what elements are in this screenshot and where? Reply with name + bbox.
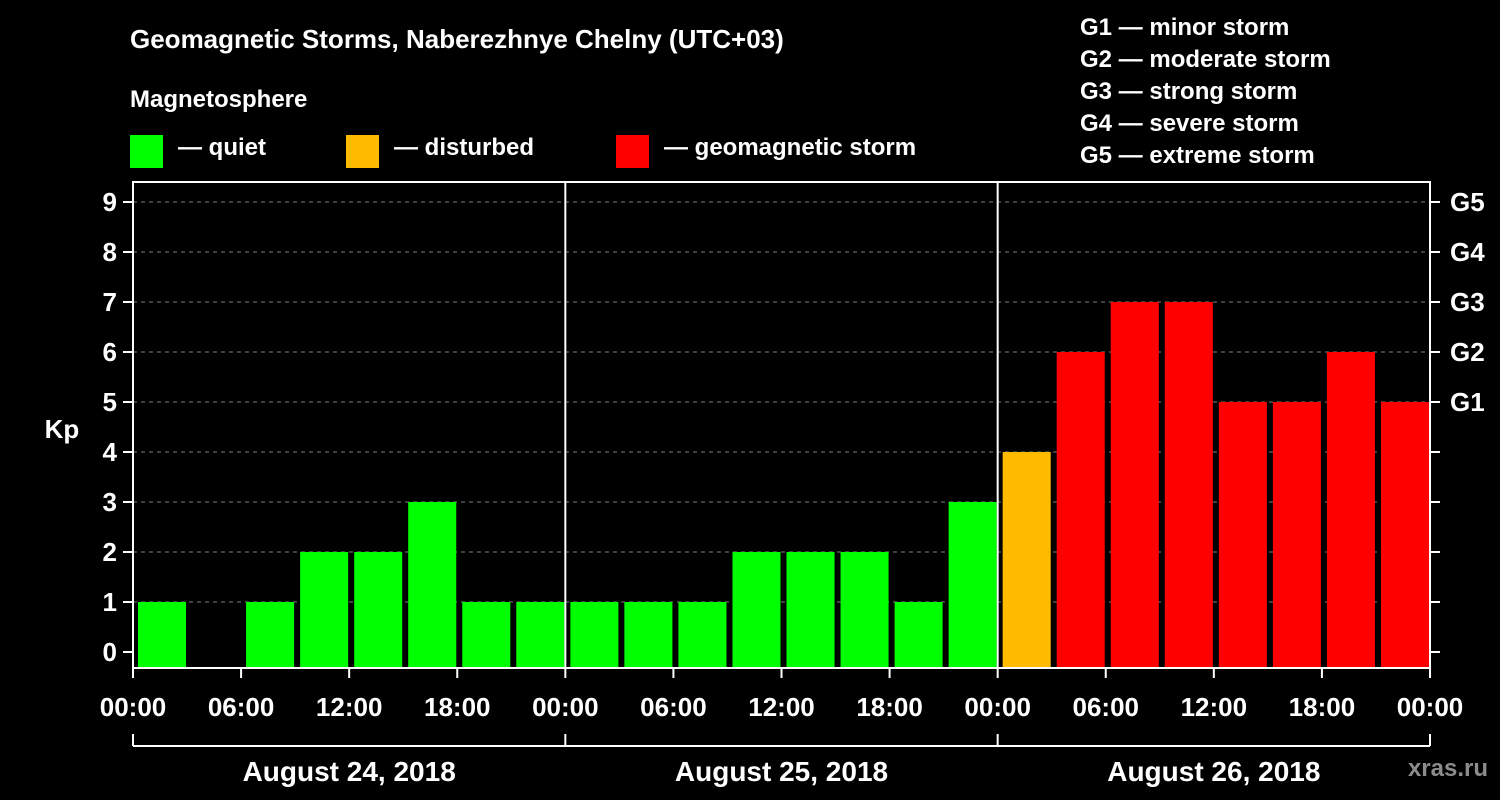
bar-9 — [624, 602, 673, 668]
x-tick-label-2: 12:00 — [316, 692, 383, 722]
x-tick-label-3: 18:00 — [424, 692, 491, 722]
bar-3 — [300, 552, 349, 668]
legend-label-quiet: — quiet — [178, 134, 266, 161]
bar-5 — [408, 502, 457, 668]
x-tick-label-12: 00:00 — [1397, 692, 1464, 722]
legend-swatch-disturbed — [346, 135, 379, 168]
storm-scale-g5: G5 — extreme storm — [1080, 142, 1315, 169]
storm-scale-g3: G3 — strong storm — [1080, 78, 1298, 105]
x-tick-label-11: 18:00 — [1289, 692, 1356, 722]
day-label-0: August 24, 2018 — [243, 756, 456, 787]
site-watermark: xras.ru — [1407, 755, 1488, 782]
right-tick-label-G3: G3 — [1450, 287, 1485, 317]
y-tick-label-5: 5 — [103, 387, 117, 417]
legend-label-disturbed: — disturbed — [394, 134, 535, 161]
bar-4 — [354, 552, 403, 668]
bar-22 — [1326, 352, 1375, 668]
legend-heading: Magnetosphere — [130, 86, 308, 113]
x-tick-label-8: 00:00 — [964, 692, 1031, 722]
bar-12 — [786, 552, 835, 668]
x-tick-label-4: 00:00 — [532, 692, 599, 722]
x-tick-label-1: 06:00 — [208, 692, 275, 722]
bar-6 — [462, 602, 511, 668]
y-tick-label-8: 8 — [103, 237, 117, 267]
y-tick-label-3: 3 — [103, 487, 117, 517]
x-tick-label-5: 06:00 — [640, 692, 707, 722]
bar-18 — [1110, 302, 1159, 668]
chart-title: Geomagnetic Storms, Naberezhnye Chelny (… — [130, 24, 784, 54]
y-tick-label-9: 9 — [103, 187, 117, 217]
right-tick-label-G4: G4 — [1450, 237, 1485, 267]
bar-11 — [732, 552, 781, 668]
y-tick-label-1: 1 — [103, 587, 117, 617]
storm-scale-g4: G4 — severe storm — [1080, 110, 1299, 137]
bar-10 — [678, 602, 727, 668]
y-tick-label-4: 4 — [103, 437, 118, 467]
bar-21 — [1272, 402, 1321, 668]
bar-19 — [1164, 302, 1213, 668]
right-tick-label-G1: G1 — [1450, 387, 1485, 417]
bar-7 — [516, 602, 565, 668]
legend-swatch-quiet — [130, 135, 163, 168]
bar-2 — [246, 602, 295, 668]
y-tick-label-7: 7 — [103, 287, 117, 317]
storm-scale-g1: G1 — minor storm — [1080, 14, 1290, 41]
bar-14 — [894, 602, 943, 668]
y-tick-label-6: 6 — [103, 337, 117, 367]
legend-label-storm: — geomagnetic storm — [664, 134, 917, 161]
bar-0 — [138, 602, 187, 668]
day-label-1: August 25, 2018 — [675, 756, 888, 787]
storm-scale-g2: G2 — moderate storm — [1080, 46, 1331, 73]
bar-17 — [1056, 352, 1105, 668]
bar-8 — [570, 602, 619, 668]
bar-20 — [1218, 402, 1267, 668]
bar-23 — [1380, 402, 1429, 668]
x-tick-label-0: 00:00 — [100, 692, 167, 722]
y-tick-label-2: 2 — [103, 537, 117, 567]
y-tick-label-0: 0 — [103, 637, 117, 667]
bar-13 — [840, 552, 889, 668]
x-tick-label-10: 12:00 — [1181, 692, 1248, 722]
bar-15 — [948, 502, 997, 668]
y-axis-label: Kp — [45, 414, 80, 444]
x-tick-label-6: 12:00 — [748, 692, 815, 722]
day-label-2: August 26, 2018 — [1107, 756, 1320, 787]
legend-swatch-storm — [616, 135, 649, 168]
bar-16 — [1002, 452, 1051, 668]
right-tick-label-G5: G5 — [1450, 187, 1485, 217]
right-tick-label-G2: G2 — [1450, 337, 1485, 367]
x-tick-label-9: 06:00 — [1073, 692, 1140, 722]
x-tick-label-7: 18:00 — [856, 692, 923, 722]
